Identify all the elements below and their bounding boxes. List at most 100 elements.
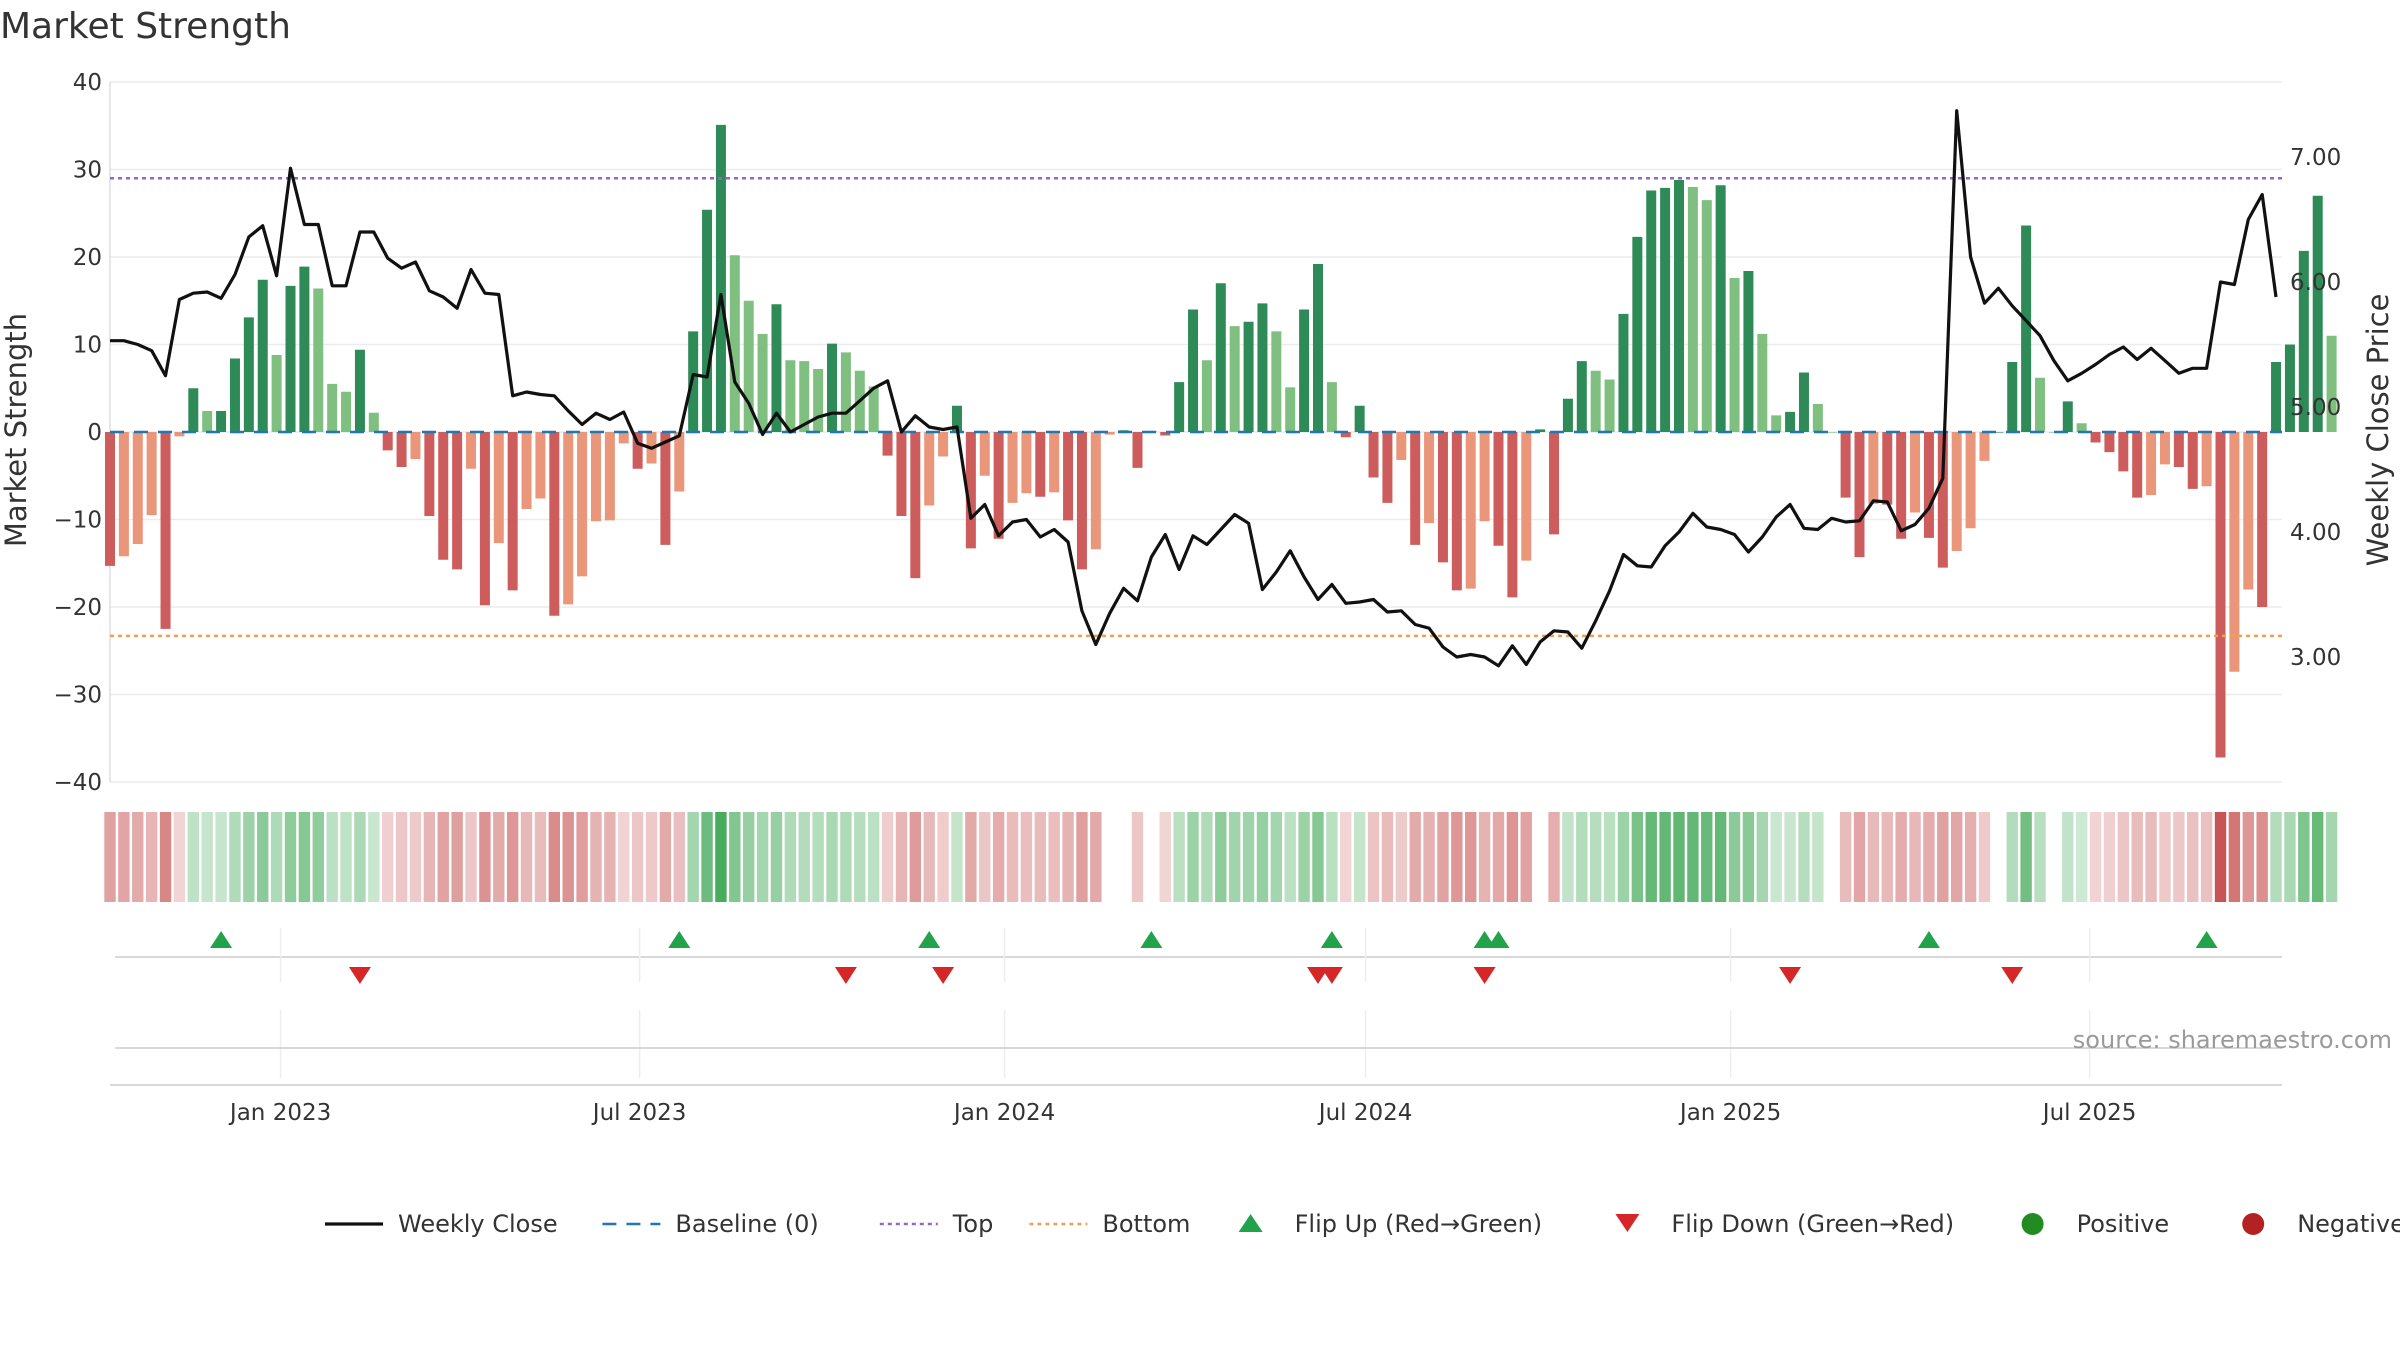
strength-bar <box>2229 432 2240 672</box>
heat-strip-cell <box>798 812 810 902</box>
heat-strip-cell <box>312 812 324 902</box>
strength-bar <box>1243 321 1254 432</box>
heat-strip-cell <box>965 812 977 902</box>
legend-label: Flip Down (Green→Red) <box>1671 1210 1954 1238</box>
y-tick-label-left: 10 <box>73 333 102 359</box>
strength-bar <box>105 432 115 566</box>
strength-bar <box>1063 432 1074 521</box>
strength-bar <box>2215 432 2226 758</box>
strength-bar <box>1479 432 1490 522</box>
strength-bar <box>1646 190 1657 432</box>
y-tick-label-left: −40 <box>53 770 102 796</box>
heat-strip-cell <box>2006 812 2018 902</box>
heat-strip-cell <box>1631 812 1644 902</box>
heat-strip-cell <box>923 812 935 902</box>
strength-bar <box>1910 432 1921 513</box>
heat-strip-cell <box>326 812 338 902</box>
legend: Weekly Close Baseline (0) Top Bottom Flip Up… <box>325 1210 2400 1238</box>
strength-bar <box>813 369 824 432</box>
strength-bar <box>1590 370 1601 432</box>
strength-bar <box>729 255 740 432</box>
heat-strip-cell <box>493 812 505 902</box>
strength-bar <box>1090 432 1101 550</box>
strength-bar <box>1715 185 1726 432</box>
strength-bar <box>2062 401 2073 432</box>
flip-down-marker <box>1306 967 1329 984</box>
y-tick-label-left: −10 <box>53 508 102 534</box>
flip-up-marker <box>1917 931 1940 948</box>
heat-strip-cell <box>673 812 685 902</box>
heat-strip-cell <box>1228 812 1241 902</box>
strength-bar <box>382 432 393 451</box>
strength-bar <box>466 432 477 469</box>
heat-strip-cell <box>1353 812 1366 902</box>
strength-bar <box>2271 362 2282 432</box>
flip-up-marker <box>2195 931 2218 948</box>
heat-strip-cell <box>298 812 311 902</box>
strength-bar <box>1618 313 1629 432</box>
bottom-panel <box>110 1010 2282 1086</box>
strength-bar <box>2035 377 2046 432</box>
heat-strip-cell <box>909 812 922 902</box>
heat-strip-cell <box>2103 812 2116 902</box>
weekly-close-line <box>110 109 2278 668</box>
heat-strip-cell <box>1964 812 1977 902</box>
y-tick-label-left: 0 <box>87 420 102 446</box>
flip-down-marker <box>2001 967 2024 984</box>
heat-strip-cell <box>1173 812 1185 902</box>
heat-strip-cell <box>1215 812 1227 902</box>
y-tick-label-right: 6.00 <box>2290 270 2341 296</box>
strength-bar <box>1729 278 1740 432</box>
heat-strip-cell <box>1756 812 1768 902</box>
strength-bar <box>1201 360 1212 432</box>
legend-label: Bottom <box>1102 1210 1190 1238</box>
heat-strip-cell <box>1895 812 1907 902</box>
strength-bar <box>2021 225 2032 432</box>
flip-down-marker <box>1320 967 1343 984</box>
strength-bar <box>2257 432 2268 607</box>
flip-up-marker <box>1320 931 1343 948</box>
heat-strip-cell <box>2173 812 2185 902</box>
heat-strip-cell <box>340 812 352 902</box>
heat-strip-cell <box>701 812 713 902</box>
heat-strip-cell <box>173 812 186 902</box>
strength-bar <box>1007 432 1018 503</box>
heat-strip-cell <box>534 812 547 902</box>
heat-strip-cell <box>1270 812 1283 902</box>
heat-strip-cell <box>2214 812 2227 902</box>
heat-strip-cell <box>159 812 172 902</box>
heat-strip-cell <box>1395 812 1407 902</box>
strength-bar <box>243 317 254 432</box>
flip-down-marker <box>932 967 955 984</box>
heat-strip-cell <box>2048 812 2060 902</box>
strength-bar <box>438 432 449 560</box>
legend-label: Top <box>952 1210 994 1238</box>
strength-bar <box>271 355 282 432</box>
strength-bar <box>2173 432 2184 467</box>
heat-strip-cell <box>1409 812 1421 902</box>
heat-strip-cell <box>1937 812 1949 902</box>
heat-strip-cell <box>756 812 769 902</box>
strength-bar <box>2076 423 2087 432</box>
heat-strip-cell <box>2117 812 2130 902</box>
strength-bar <box>924 432 935 506</box>
strength-bar <box>535 432 546 499</box>
strength-bar <box>1493 432 1504 546</box>
strength-bar <box>2104 432 2115 453</box>
heat-strip-cell <box>2270 812 2282 902</box>
strength-bar <box>1785 411 1796 432</box>
strength-bar <box>1215 283 1226 432</box>
heat-strip-cell <box>368 812 380 902</box>
strength-bar <box>1312 264 1323 432</box>
strength-bar <box>2312 195 2323 432</box>
heat-strip-cell <box>104 812 116 902</box>
strength-bar <box>785 360 796 432</box>
heat-strip-cell <box>631 812 644 902</box>
heat-strip-cell <box>743 812 755 902</box>
x-tick-label: Jul 2023 <box>591 1100 687 1126</box>
heat-strip-cell <box>2228 812 2241 902</box>
y-tick-label-left: −30 <box>53 683 102 709</box>
y-axis-label-right: Weekly Close Price <box>2361 294 2395 567</box>
strength-bar <box>1854 432 1865 558</box>
legend-symbol-flip-down <box>1615 1214 1640 1232</box>
